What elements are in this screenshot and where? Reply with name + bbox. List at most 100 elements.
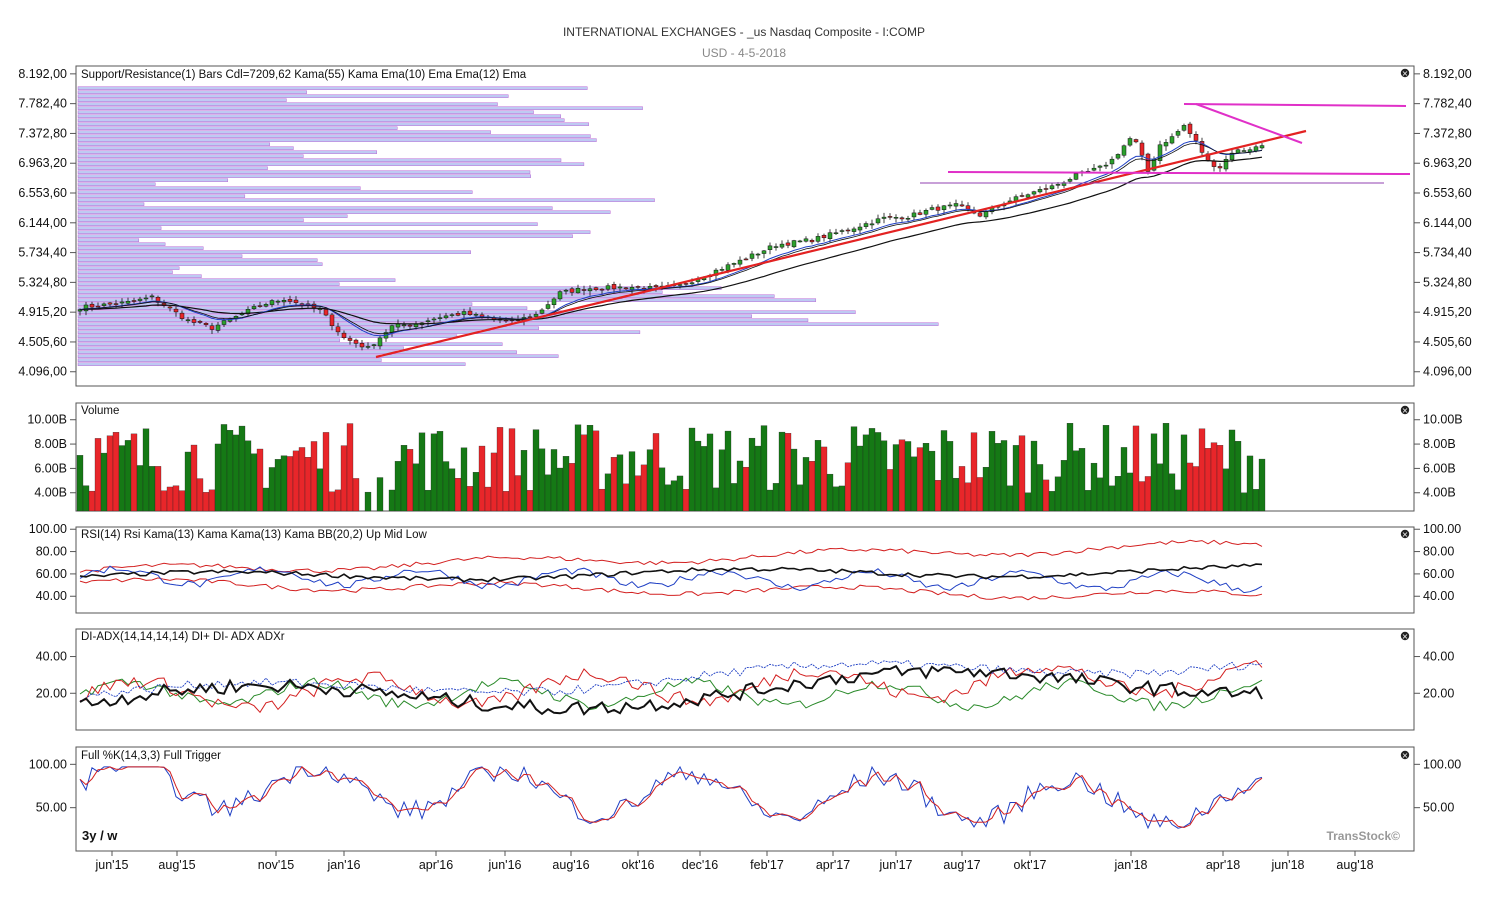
candle-body: [1241, 150, 1247, 152]
volume-bar: [1192, 466, 1200, 512]
candle-body: [833, 232, 839, 234]
volume-bar: [388, 489, 396, 512]
profile-bar: [77, 150, 378, 154]
volume-bar: [1168, 473, 1176, 512]
adx-tick-label-right: 40.00: [1423, 650, 1454, 664]
close-panel-icon[interactable]: [1400, 68, 1410, 78]
price-tick-label-right: 7.372,80: [1423, 126, 1472, 140]
volume-bar: [340, 445, 348, 512]
x-tick-label: jun'15: [95, 858, 129, 872]
volume-bar: [280, 455, 288, 512]
volume-bar: [262, 487, 270, 512]
volume-bar: [736, 460, 744, 512]
volume-bar: [346, 423, 354, 512]
close-panel-icon[interactable]: [1400, 631, 1410, 641]
profile-bar: [77, 278, 396, 282]
candle-body: [893, 217, 899, 219]
close-panel-icon[interactable]: [1400, 405, 1410, 415]
volume-bar: [1084, 490, 1092, 512]
price-tick-label-left: 6.963,20: [18, 156, 67, 170]
profile-bar: [77, 342, 503, 346]
volume-bar: [448, 468, 456, 512]
candle-body: [1181, 125, 1187, 131]
profile-bar: [77, 350, 517, 354]
candle-body: [335, 326, 341, 333]
volume-bar: [778, 431, 786, 512]
ema-12-line: [79, 142, 1263, 335]
bb-upper-line: [79, 539, 1263, 574]
candle-body: [1187, 123, 1193, 134]
candle-body: [1223, 159, 1229, 170]
candle-body: [815, 236, 821, 242]
volume-bar: [886, 469, 894, 512]
volume-bar: [76, 455, 84, 512]
volume-bar: [1258, 458, 1266, 512]
volume-bar: [664, 484, 672, 512]
volume-bar: [154, 466, 162, 512]
volume-bar: [1186, 462, 1194, 512]
axis-ticks: 8.192,00 8.192,00 7.782,40 7.782,40 7.372,80…: [18, 67, 1471, 815]
candle-body: [371, 344, 377, 346]
volume-tick-label-right: 4.00B: [1423, 486, 1456, 500]
brand-watermark: TransStock©: [1326, 829, 1400, 843]
x-tick-label: jun'18: [1271, 858, 1305, 872]
rsi-tick-label-left: 100.00: [29, 522, 67, 536]
support-line: [947, 171, 1411, 175]
volume-bar: [1000, 440, 1008, 512]
close-panel-icon[interactable]: [1400, 750, 1410, 760]
rsi-tick-label-left: 60.00: [36, 567, 67, 581]
adx-tick-label-right: 20.00: [1423, 686, 1454, 700]
period-label[interactable]: 3y / w: [82, 828, 118, 843]
candle-body: [1253, 146, 1259, 152]
volume-bar: [538, 448, 546, 512]
profile-bar: [77, 298, 817, 302]
candle-body: [1019, 195, 1025, 197]
profile-bar: [77, 158, 562, 162]
candle-body: [251, 306, 257, 310]
candle-body: [1229, 152, 1235, 161]
candle-body: [527, 316, 533, 319]
price-legend: Support/Resistance(1) Bars Cdl=7209,62 K…: [81, 69, 527, 81]
volume-bar: [496, 427, 504, 512]
price-tick-label-right: 5.324,80: [1423, 275, 1472, 289]
candle-body: [107, 302, 113, 305]
close-panel-icon[interactable]: [1400, 529, 1410, 539]
volume-bar: [442, 461, 450, 512]
panel-close-buttons[interactable]: × × × × ×: [1400, 68, 1410, 760]
volume-bar: [202, 492, 210, 512]
x-tick-label: dec'16: [682, 858, 718, 872]
chart-subtitle: USD - 4-5-2018: [702, 46, 786, 60]
rsi-tick-label-left: 80.00: [36, 545, 67, 559]
rsi-tick-label-right: 40.00: [1423, 589, 1454, 603]
candle-body: [1049, 185, 1055, 190]
candle-body: [443, 315, 449, 319]
volume-bar: [136, 465, 144, 512]
profile-bar: [77, 114, 562, 118]
volume-bar: [994, 443, 1002, 512]
candle-body: [599, 288, 605, 291]
volume-tick-label-right: 10.00B: [1423, 413, 1463, 427]
stoch-tick-label-right: 50.00: [1423, 801, 1454, 815]
candle-body: [689, 282, 695, 285]
price-tick-label-right: 4.096,00: [1423, 365, 1472, 379]
profile-bar: [77, 354, 559, 358]
volume-bar: [988, 431, 996, 512]
profile-bar: [77, 206, 553, 210]
volume-bar: [1096, 477, 1104, 512]
candle-body: [1091, 167, 1097, 171]
volume-bar: [676, 475, 684, 512]
candle-body: [533, 314, 539, 317]
candle-body: [1259, 145, 1265, 149]
profile-bar: [77, 190, 473, 194]
volume-legend: Volume: [81, 405, 119, 417]
x-tick-label: feb'17: [750, 858, 784, 872]
volume-bar: [196, 478, 204, 512]
volume-bar: [1246, 455, 1254, 512]
candle-body: [263, 304, 269, 307]
profile-bar: [77, 138, 597, 142]
candle-body: [977, 212, 983, 217]
volume-bar: [718, 449, 726, 512]
candle-body: [149, 295, 155, 298]
profile-bar: [77, 106, 643, 110]
volume-bar: [904, 441, 912, 512]
